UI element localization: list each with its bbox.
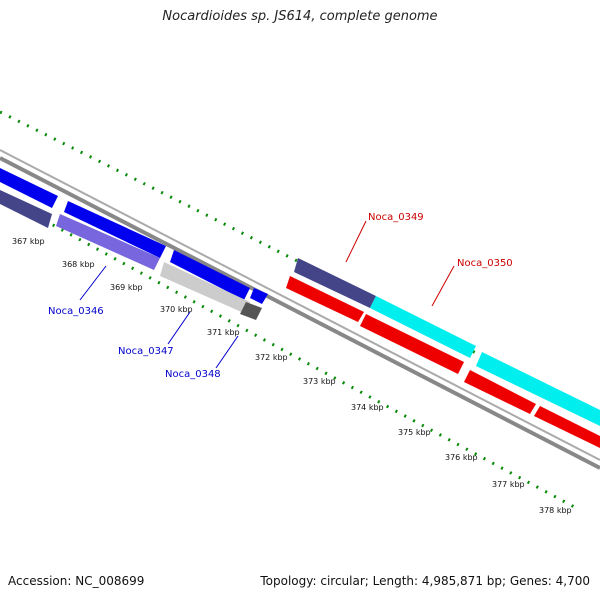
gene-label-noca-0346: Noca_0346: [48, 306, 104, 317]
inner-tick-ring: [0, 194, 581, 512]
gene-feature-noca-0347[interactable]: [170, 250, 250, 300]
accession-text: Accession: NC_008699: [8, 574, 145, 588]
gene-feature[interactable]: [360, 314, 464, 374]
scale-tick-label: 373 kbp: [303, 377, 336, 386]
scale-tick-label: 378 kbp: [539, 506, 572, 515]
leader-noca-0347: [167, 311, 191, 345]
backbone-inner: [0, 149, 600, 461]
gene-feature-noca-0346[interactable]: [56, 214, 160, 270]
gene-feature[interactable]: [0, 168, 58, 208]
gene-feature[interactable]: [64, 201, 166, 258]
scale-tick-label: 376 kbp: [445, 453, 478, 462]
gene-feature-noca-0348[interactable]: [250, 288, 268, 304]
leader-noca-0350: [431, 265, 455, 307]
leader-noca-0348: [215, 335, 239, 369]
gene-feature[interactable]: [534, 406, 600, 448]
scale-tick-label: 368 kbp: [62, 260, 95, 269]
gene-feature[interactable]: [160, 262, 250, 314]
gene-feature-noca-0350[interactable]: [286, 276, 364, 322]
scale-tick-label: 377 kbp: [492, 480, 525, 489]
gene-feature[interactable]: [476, 352, 600, 426]
scale-tick-label: 370 kbp: [160, 305, 193, 314]
scale-tick-label: 372 kbp: [255, 353, 288, 362]
map-title: Nocardioides sp. JS614, complete genome: [162, 9, 438, 24]
gene-label-noca-0348: Noca_0348: [165, 369, 221, 380]
genome-summary-text: Topology: circular; Length: 4,985,871 bp…: [260, 574, 590, 588]
gene-feature[interactable]: [240, 302, 262, 320]
gene-label-noca-0350: Noca_0350: [457, 258, 513, 269]
gene-label-noca-0349: Noca_0349: [368, 212, 424, 223]
gene-label-noca-0347: Noca_0347: [118, 346, 174, 357]
gene-feature[interactable]: [370, 296, 476, 358]
leader-noca-0349: [345, 220, 367, 263]
gene-feature-noca-0349[interactable]: [294, 258, 376, 308]
scale-tick-label: 371 kbp: [207, 328, 240, 337]
scale-tick-label: 375 kbp: [398, 428, 431, 437]
gene-feature[interactable]: [464, 370, 536, 414]
scale-tick-label: 369 kbp: [110, 283, 143, 292]
backbone-outer: [0, 156, 600, 470]
reverse-genes: [286, 258, 600, 448]
forward-genes: [0, 168, 268, 320]
gene-feature[interactable]: [0, 190, 52, 228]
scale-tick-label: 374 kbp: [351, 403, 384, 412]
scale-tick-label: 367 kbp: [12, 237, 45, 246]
leader-noca-0346: [79, 265, 107, 301]
